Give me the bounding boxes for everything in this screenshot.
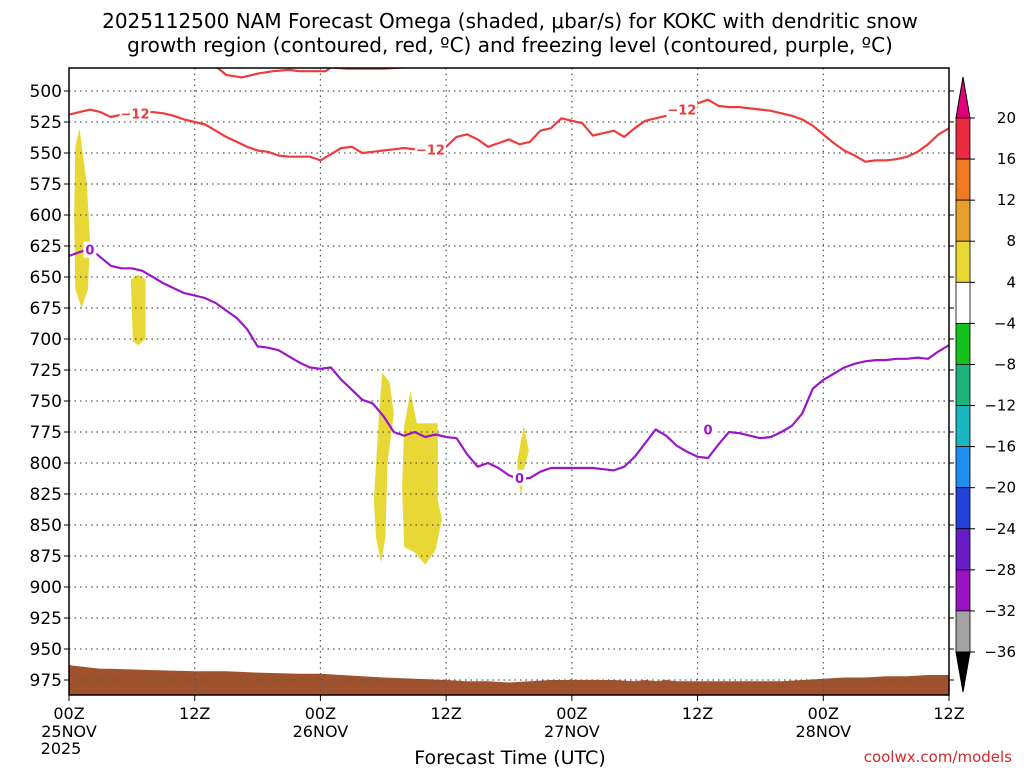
contour-line-3	[69, 247, 949, 481]
contour-label-bg-3-2	[512, 469, 526, 486]
contour-label-2-1: −12	[121, 107, 150, 122]
x-tick-label-84: 12Z	[933, 704, 964, 723]
y-tick-label-600: 600	[30, 206, 62, 226]
contour-label-2-2: −12	[416, 143, 445, 158]
colorbar-label-4: 8	[1006, 232, 1016, 250]
x-tick-sublabel-24: 26NOV	[293, 722, 349, 741]
colorbar-label-2: 16	[997, 150, 1016, 168]
contour-label-bg-2-2	[414, 141, 446, 158]
colorbar-label-7: −8	[994, 355, 1016, 373]
y-tick-label-525: 525	[30, 113, 62, 133]
y-tick-label-700: 700	[30, 330, 62, 350]
colorbar-swatch-11	[955, 528, 971, 571]
colorbar-label-14: −36	[984, 643, 1016, 661]
y-tick-label-825: 825	[30, 485, 62, 505]
chart-title-line1: 2025112500 NAM Forecast Omega (shaded, μ…	[102, 9, 918, 33]
colorbar-swatch-5	[955, 281, 971, 324]
contour-label-bg-3-1	[83, 241, 97, 258]
x-tick-label-12: 12Z	[179, 704, 210, 723]
contour-label-bg-2-1	[119, 105, 151, 122]
colorbar-label-9: −16	[984, 438, 1016, 456]
y-axis-ticks: 500 525 550 575 600 625 650 675 700 725 750 775 800 8…	[30, 82, 954, 691]
colorbar-swatch-7	[955, 364, 971, 406]
y-tick-label-925: 925	[30, 609, 62, 629]
colorbar-label-8: −12	[984, 397, 1016, 415]
x-tick-label-24: 00Z	[305, 704, 336, 723]
y-tick-label-650: 650	[30, 268, 62, 288]
colorbar-label-3: 12	[997, 191, 1016, 209]
y-tick-label-625: 625	[30, 237, 62, 257]
contour-label-bg-3-3	[701, 421, 715, 438]
x-tick-sublabel-72: 28NOV	[795, 722, 851, 741]
colorbar-swatch-3	[955, 199, 971, 242]
y-tick-label-725: 725	[30, 361, 62, 381]
x-tick-label-60: 12Z	[682, 704, 713, 723]
y-tick-label-500: 500	[30, 82, 62, 102]
colorbar-label-13: −32	[984, 602, 1016, 620]
contour-labels: −12 −12 −12 0 0 0	[83, 101, 715, 487]
colorbar-label-12: −28	[984, 561, 1016, 579]
y-tick-label-975: 975	[30, 671, 62, 691]
colorbar-swatch-10	[955, 487, 971, 530]
x-tick-label-0: 00Z	[53, 704, 84, 723]
contour-label-2-3: −12	[667, 104, 696, 119]
colorbar-label-10: −20	[984, 479, 1016, 497]
colorbar-label-5: 4	[1006, 273, 1016, 291]
contour-label-3-1: 0	[85, 244, 94, 259]
colorbar-label-11: −24	[984, 520, 1016, 538]
omega-shade-3	[373, 372, 394, 563]
colorbar-swatch-6	[955, 322, 971, 365]
contour-line-2	[69, 98, 949, 163]
y-tick-label-575: 575	[30, 175, 62, 195]
contour-label-3-2: 0	[515, 472, 524, 487]
y-tick-label-750: 750	[30, 392, 62, 412]
omega-shade-1	[74, 128, 90, 308]
y-tick-label-800: 800	[30, 454, 62, 474]
colorbar-swatch-9	[955, 446, 971, 489]
y-tick-label-775: 775	[30, 423, 62, 443]
y-tick-label-850: 850	[30, 516, 62, 536]
contour-label-3-3: 0	[704, 424, 713, 439]
plot-frame	[68, 67, 950, 696]
x-tick-sublabel-48: 27NOV	[544, 722, 600, 741]
y-tick-label-900: 900	[30, 578, 62, 598]
colorbar-swatch-8	[955, 405, 971, 448]
y-tick-label-675: 675	[30, 299, 62, 319]
x-tick-label-72: 00Z	[808, 704, 839, 723]
chart-title-line2: growth region (contoured, red, ºC) and f…	[127, 33, 893, 57]
y-tick-label-550: 550	[30, 144, 62, 164]
contour-label-bg-2-3	[666, 101, 698, 118]
colorbar-swatch-4	[955, 240, 971, 283]
colorbar-swatch-13	[955, 610, 971, 653]
x-tick-label-48: 00Z	[556, 704, 587, 723]
grid-lines	[69, 68, 949, 695]
colorbar-swatch-1	[955, 117, 971, 160]
x-tick-label-36: 12Z	[430, 704, 461, 723]
colorbar-swatch-12	[955, 569, 971, 612]
colorbar-swatch-2	[955, 158, 971, 201]
colorbar-label-6: −4	[994, 314, 1016, 332]
x-tick-sublabel-0: 25NOV	[41, 722, 97, 741]
terrain-fill	[69, 665, 949, 695]
colorbar-bottom-arrow	[955, 651, 971, 693]
x-axis-label: Forecast Time (UTC)	[414, 747, 605, 768]
colorbar-label-1: 20	[997, 109, 1016, 127]
credit-text: coolwx.com/models	[864, 748, 1012, 766]
y-tick-label-950: 950	[30, 640, 62, 660]
colorbar: 20 16 12 8 4 −4 −8 −12 −16 −20 −24 −28 −32 −36	[955, 76, 1016, 693]
omega-shade-2	[130, 274, 146, 346]
y-tick-label-875: 875	[30, 547, 62, 567]
terrain-layer	[69, 665, 949, 695]
x-tick-year-0: 2025	[41, 739, 82, 758]
